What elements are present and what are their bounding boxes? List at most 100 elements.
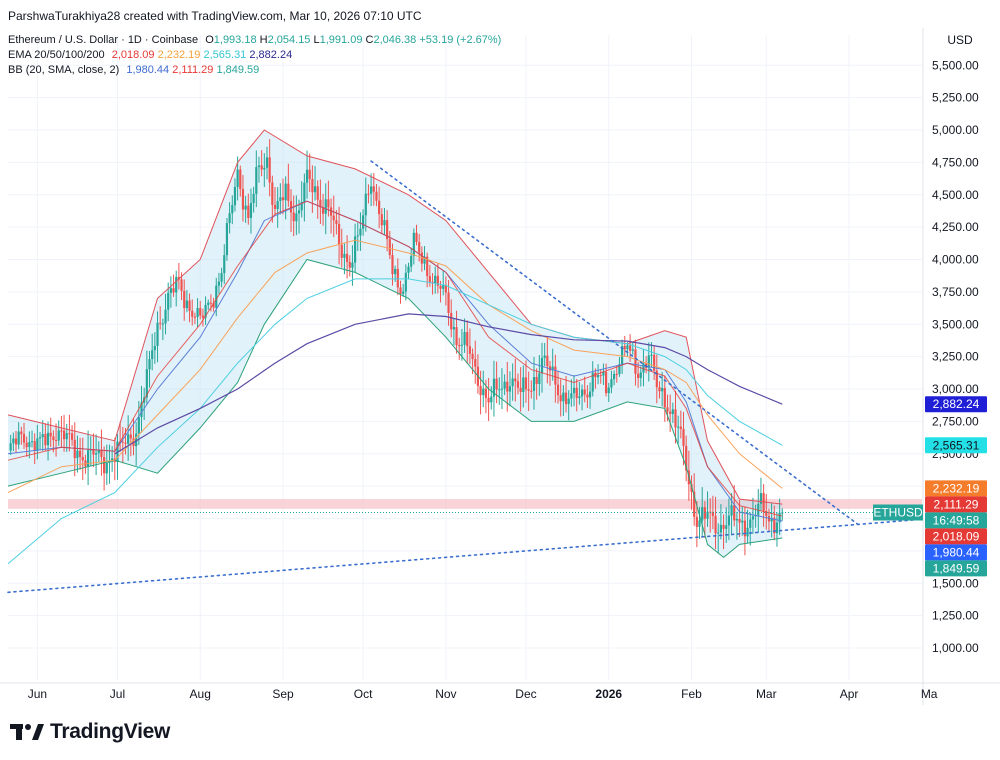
price-tag-text: 2,565.31 [933, 438, 980, 452]
candle-body [564, 392, 568, 405]
candle-body [332, 215, 335, 221]
candle-body [345, 253, 349, 262]
x-tick-label: Nov [435, 687, 456, 701]
candle-body [372, 186, 375, 192]
candle-body [25, 442, 28, 448]
candle-body [354, 236, 357, 263]
candle-body [604, 371, 608, 394]
bb-label[interactable]: BB (20, SMA, close, 2) [8, 64, 120, 76]
candle-body [364, 193, 367, 216]
y-tick-label: 5,500.00 [932, 58, 979, 72]
candle-body [201, 315, 205, 318]
currency-label[interactable]: USD [947, 33, 973, 47]
candle-body [559, 395, 562, 402]
candle-body [455, 327, 458, 346]
x-tick-label: Dec [515, 687, 536, 701]
price-tag-text: 1,980.44 [933, 545, 980, 559]
price-tag-text: 16:49:58 [933, 513, 980, 527]
candle-body [671, 409, 674, 414]
candle-body [65, 433, 68, 440]
candle-body [663, 387, 666, 408]
candle-body [220, 273, 223, 282]
trendline-lower[interactable] [7, 518, 917, 594]
candle-body [621, 346, 624, 365]
candle-body [722, 524, 725, 529]
candle-body [297, 210, 301, 214]
candle-body [263, 167, 266, 170]
candle-body [44, 434, 47, 446]
candle-body [468, 346, 472, 354]
candle-body [231, 205, 234, 214]
low-label: L [313, 34, 320, 46]
candle-body [695, 516, 698, 527]
candle-body [410, 255, 413, 267]
candle-body [543, 355, 546, 358]
candle-body [602, 371, 605, 376]
x-tick-label: 2026 [595, 687, 622, 701]
candle-body [378, 200, 381, 215]
candle-body [62, 430, 66, 440]
candle-body [95, 453, 98, 455]
candle-body [418, 242, 421, 253]
candle-body [121, 441, 124, 443]
symbol-tag-text: ETHUSD [873, 505, 923, 519]
candle-body [137, 417, 140, 434]
chart-creator-note: ParshwaTurakhiya28 created with TradingV… [8, 9, 422, 23]
candle-body [313, 186, 317, 193]
candle-body [223, 255, 226, 274]
price-tag-bg [925, 512, 987, 529]
candle-body [503, 381, 506, 389]
candle-body [348, 261, 351, 268]
candle-body [335, 220, 338, 224]
candle-body [281, 197, 285, 201]
candle-body [308, 169, 311, 180]
candle-body [428, 276, 431, 282]
candle-body [193, 316, 196, 318]
close-value: 2,046.38 [373, 34, 417, 46]
candle-body [655, 370, 658, 388]
candle-body [228, 213, 231, 224]
candle-body [487, 397, 490, 403]
candle-body [196, 308, 199, 317]
candle-body [474, 358, 477, 367]
ema-label[interactable]: EMA 20/50/100/200 [8, 49, 105, 61]
candle-body [161, 323, 164, 325]
candle-body [775, 522, 779, 534]
candle-body [508, 386, 512, 392]
candle-body [661, 387, 664, 392]
candle-body [711, 512, 714, 516]
candles [9, 139, 784, 556]
symbol-label[interactable]: Ethereum / U.S. Dollar · 1D · Coinbase [8, 34, 199, 46]
candle-body [506, 381, 509, 392]
candle-body [463, 332, 466, 345]
candle-body [394, 268, 397, 275]
candle-body [57, 430, 60, 441]
candle-body [100, 450, 103, 458]
bb-lower-value: 1,849.59 [216, 64, 260, 76]
candle-body [97, 450, 100, 454]
y-tick-label: 2,750.00 [932, 414, 979, 428]
y-tick-label: 4,000.00 [932, 253, 979, 267]
candle-body [284, 183, 287, 201]
x-axis-labels: Jun Jul Aug Sep Oct Nov Dec 2026 Feb Mar Apr Ma [28, 687, 938, 701]
candle-body [177, 277, 180, 280]
candle-body [204, 304, 207, 318]
candle-body [76, 450, 79, 459]
candle-body [612, 374, 616, 380]
candle-body [399, 287, 402, 294]
x-tick-label: Oct [354, 687, 373, 701]
candle-body [514, 378, 517, 382]
candle-body [669, 411, 672, 414]
y-tick-label: 3,500.00 [932, 317, 979, 331]
candle-body [108, 461, 111, 463]
candle-body [68, 433, 71, 435]
candle-body [52, 436, 55, 441]
candle-body [172, 288, 175, 293]
candle-body [495, 378, 498, 390]
candle-body [46, 432, 50, 446]
trendline-upper[interactable] [370, 160, 858, 525]
candle-body [482, 388, 485, 396]
candle-body [615, 374, 618, 376]
price-chart[interactable]: USD1,000.001,250.001,500.001,750.002,000… [0, 0, 1000, 705]
candle-body [169, 288, 172, 293]
